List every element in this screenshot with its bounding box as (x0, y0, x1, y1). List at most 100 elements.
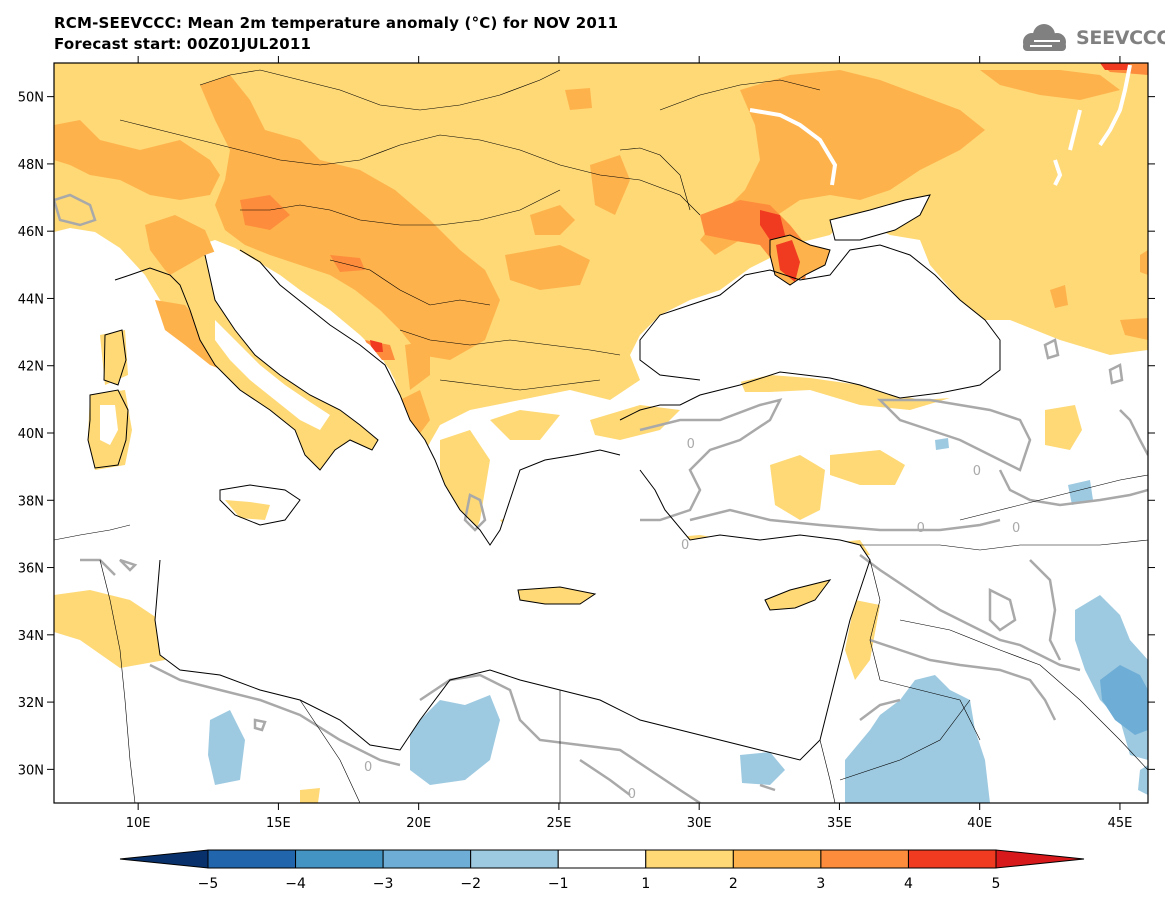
anomaly-region-neg-1-2 (1068, 480, 1093, 505)
colorbar-bin (470, 849, 559, 869)
anomaly-region-2-3 (54, 120, 220, 200)
map-title: RCM-SEEVCCC: Mean 2m temperature anomaly… (54, 14, 619, 32)
lon-tick-label: 35E (827, 816, 852, 831)
sardinia-neutral (100, 405, 118, 445)
lat-tick-label: 40N (18, 427, 44, 442)
colorbar-label: 4 (904, 876, 913, 892)
corsica (104, 330, 126, 385)
contour-label: 0 (917, 521, 925, 536)
anomaly-region-2-3 (200, 75, 500, 360)
colorbar-label: −2 (460, 876, 481, 892)
lon-tick-label: 45E (1108, 816, 1133, 831)
contour-label: 0 (1012, 521, 1020, 536)
forecast-start: Forecast start: 00Z01JUL2011 (54, 35, 312, 53)
longitude-axis: 10E 15E 20E 25E 30E 35E 40E 45E (126, 56, 1133, 831)
anomaly-region-neg-1-2 (845, 675, 990, 803)
anomaly-region-1-2 (1045, 405, 1082, 450)
anomaly-region-neg-1-2 (410, 695, 500, 785)
colorbar-label: −4 (285, 876, 306, 892)
colorbar-label: 1 (641, 876, 650, 892)
latitude-axis: 30N 32N 34N 36N 38N 40N 42N 44N 46N 48N 50N (18, 91, 1155, 778)
lat-tick-label: 38N (18, 494, 44, 509)
contour-label: 0 (628, 787, 636, 802)
colorbar-bin (907, 849, 997, 869)
anomaly-region-3-4 (240, 195, 290, 230)
anomaly-region-1-2 (300, 788, 320, 803)
contour-label: 0 (687, 437, 695, 452)
contour-label: 0 (364, 760, 372, 775)
anomaly-region-neg-1-2 (208, 710, 245, 785)
map-area (54, 63, 1148, 803)
lat-tick-label: 32N (18, 696, 44, 711)
anomaly-region-2-3 (1120, 318, 1148, 340)
lon-tick-label: 30E (687, 816, 712, 831)
cyprus (765, 580, 830, 610)
colorbar-under (119, 849, 209, 869)
anomaly-region-2-3 (590, 155, 630, 215)
contour-labels: 0 0 0 0 0 0 0 (364, 437, 1020, 802)
anomaly-region-1-2 (490, 410, 560, 440)
lat-tick-label: 44N (18, 292, 44, 307)
crete (518, 587, 595, 604)
sea-black-sea (640, 245, 1000, 398)
anomaly-region-1-2 (54, 590, 165, 668)
colorbar-bin (295, 849, 384, 869)
logo-text: SEEVCCC (1076, 27, 1165, 49)
anomaly-region-2-3 (530, 205, 575, 235)
colorbar-over (995, 849, 1085, 869)
lat-tick-label: 50N (18, 91, 44, 106)
colorbar-bin (645, 849, 734, 869)
lat-tick-label: 36N (18, 562, 44, 577)
anomaly-region-2-3 (1140, 250, 1148, 275)
lon-tick-label: 25E (547, 816, 572, 831)
anomaly-region-1-2 (830, 450, 905, 485)
contour-label: 0 (973, 464, 981, 479)
zero-contours (54, 193, 1148, 803)
anomaly-region-2-3 (505, 245, 590, 290)
sea-mediterranean (110, 248, 870, 760)
anomaly-region-2-3 (1050, 285, 1068, 308)
anomaly-region-2-3 (565, 88, 592, 110)
colorbar-label: −3 (373, 876, 394, 892)
contour-label: 0 (681, 538, 689, 553)
anomaly-region-neg-2-3 (1100, 665, 1148, 735)
anomaly-region-1-2 (845, 600, 880, 680)
lat-tick-label: 48N (18, 158, 44, 173)
anomaly-region-4-5 (1100, 63, 1130, 70)
colorbar: −5 −4 −3 −2 −1 1 2 3 4 5 (119, 849, 1085, 892)
colorbar-label: 3 (816, 876, 825, 892)
colorbar-bin (820, 849, 909, 869)
coastlines (87, 194, 1001, 761)
colorbar-label: −1 (548, 876, 569, 892)
crimea-warm (776, 240, 800, 282)
colorbar-label: 2 (729, 876, 738, 892)
rivers (749, 64, 1132, 186)
colorbar-label: 5 (992, 876, 1001, 892)
lon-tick-label: 40E (967, 816, 992, 831)
anomaly-region-neg-1-2 (740, 752, 785, 785)
anomaly-region-2-3 (405, 340, 430, 390)
sea-azov (830, 195, 930, 240)
colorbar-bin (557, 849, 647, 869)
lat-tick-label: 30N (18, 763, 44, 778)
lon-tick-label: 20E (406, 816, 431, 831)
colorbar-bin (382, 849, 472, 869)
lon-tick-label: 15E (266, 816, 291, 831)
anomaly-region-1-2 (590, 405, 680, 440)
anomaly-region-1-2 (770, 455, 825, 520)
borders (54, 69, 1148, 803)
lon-tick-label: 10E (126, 816, 151, 831)
lat-tick-label: 46N (18, 225, 44, 240)
cloud-icon (1023, 24, 1066, 51)
lat-tick-label: 34N (18, 629, 44, 644)
lat-tick-label: 42N (18, 360, 44, 375)
anomaly-region-4-5 (370, 340, 383, 352)
colorbar-label: −5 (198, 876, 219, 892)
anomaly-region-neg-1-2 (1138, 765, 1148, 795)
italy-neutral (215, 320, 330, 430)
anomaly-region-3-4 (330, 255, 365, 272)
colorbar-bin (732, 849, 822, 869)
colorbar-bin (207, 849, 297, 869)
anomaly-region-2-3 (980, 70, 1120, 100)
